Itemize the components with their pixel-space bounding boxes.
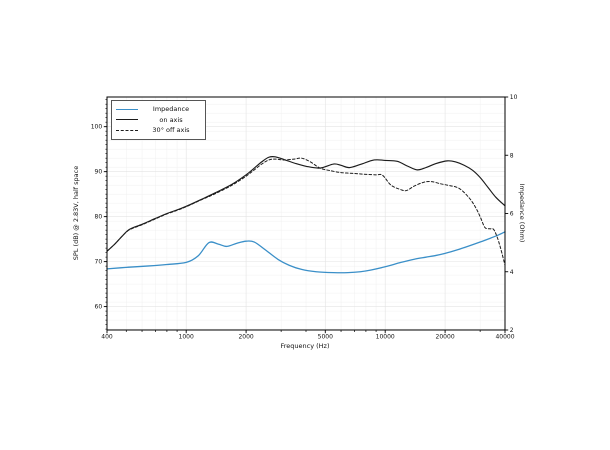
x-tick-label: 40000 xyxy=(495,334,514,341)
y-tick-label-left: 70 xyxy=(95,259,103,266)
y-tick-label-right: 4 xyxy=(510,269,514,276)
legend-label-impedance: Impedance xyxy=(152,105,190,114)
x-tick-label: 2000 xyxy=(238,334,253,341)
y-tick-label-right: 6 xyxy=(510,211,514,218)
y-tick-label-left: 80 xyxy=(95,214,103,221)
y-axis-label-right: Impedance (Ohm) xyxy=(518,183,526,243)
legend: Impedance on axis 30° off axis xyxy=(111,100,206,140)
y-axis-label-left: SPL (dB) @ 2.83V, half space xyxy=(72,165,80,261)
y-tick-label-left: 90 xyxy=(95,169,103,176)
x-tick-label: 1000 xyxy=(179,334,194,341)
x-tick-label: 20000 xyxy=(436,334,455,341)
legend-item-on-axis: on axis xyxy=(116,115,201,126)
off-axis-line-swatch xyxy=(116,129,138,131)
x-tick-label: 400 xyxy=(101,334,113,341)
on-axis-line-swatch xyxy=(116,119,138,121)
curve-off-axis xyxy=(106,157,506,266)
y-tick-label-right: 8 xyxy=(510,152,514,159)
legend-label-on-axis: on axis xyxy=(159,115,183,124)
legend-item-off-axis: 30° off axis xyxy=(116,125,201,136)
curve-impedance xyxy=(106,231,506,274)
y-tick-label-left: 60 xyxy=(95,304,103,311)
legend-item-impedance: Impedance xyxy=(116,104,201,115)
legend-label-off-axis: 30° off axis xyxy=(152,126,190,135)
y-tick-label-right: 2 xyxy=(510,327,514,334)
x-axis-label: Frequency (Hz) xyxy=(280,342,330,350)
impedance-line-swatch xyxy=(116,108,138,110)
x-tick-label: 5000 xyxy=(318,334,333,341)
y-tick-label-right: 10 xyxy=(510,94,518,101)
x-tick-label: 10000 xyxy=(376,334,395,341)
y-tick-label-left: 100 xyxy=(91,124,103,131)
